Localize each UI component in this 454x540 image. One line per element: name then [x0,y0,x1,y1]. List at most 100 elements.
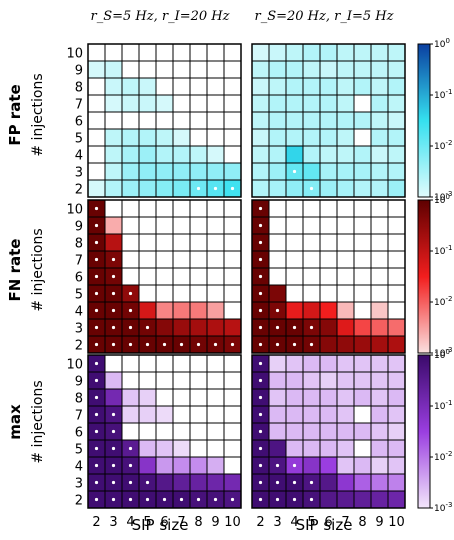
heatmap-cell [302,284,321,303]
heatmap-cell [319,405,338,424]
heatmap-cell [206,284,225,303]
x-axis-label-left: SIP size [132,516,189,534]
heatmap-cell [353,179,372,198]
flag-dot [94,257,99,262]
flag-dot [145,342,150,347]
y-tick-label: 6 [75,426,83,441]
heatmap-cell [172,179,191,198]
heatmap-cell [172,422,191,441]
heatmap-cell [285,371,304,390]
heatmap-cell [353,439,372,458]
heatmap-cell [285,145,304,164]
heatmap-cell [251,111,270,130]
heatmap-cell [223,405,242,424]
heatmap-cell [138,199,157,218]
heatmap-cell [138,128,157,147]
flag-dot [111,274,116,279]
flag-dot [145,325,150,330]
heatmap-cell [370,405,389,424]
heatmap-cell [138,456,157,475]
flag-dot [94,395,99,400]
heatmap-cell [353,405,372,424]
heatmap-cell [121,216,140,235]
heatmap-cell [319,60,338,79]
heatmap-cell [121,199,140,218]
flag-dot [145,497,150,502]
heatmap-cell [223,456,242,475]
heatmap-cell [223,301,242,320]
heatmap-cell [353,94,372,113]
heatmap-cell [155,250,174,269]
flag-dot [258,361,263,366]
heatmap-cell [387,354,406,373]
heatmap-cell [268,94,287,113]
heatmap-cell [206,60,225,79]
flag-dot [94,274,99,279]
colorbar-tick-label: 100 [434,193,450,206]
heatmap-cell [87,128,106,147]
heatmap-cell [319,250,338,269]
heatmap-cell [319,335,338,354]
heatmap-cell [353,456,372,475]
heatmap-cell [387,216,406,235]
heatmap-cell [285,77,304,96]
flag-dot [275,308,280,313]
flag-dot [179,342,184,347]
x-tick-label: 2 [92,515,100,530]
heatmap-cell [189,111,208,130]
heatmap-cell [172,199,191,218]
heatmap-cell [302,405,321,424]
flag-dot [94,412,99,417]
heatmap-cell [370,354,389,373]
heatmap-cell [155,388,174,407]
panel-frame [87,43,242,198]
x-tick-label: 3 [273,515,281,530]
colorbar-tick-label: 10-1 [434,399,452,412]
colorbar-fn [417,199,431,354]
heatmap-cell [121,128,140,147]
heatmap-cell [121,111,140,130]
heatmap-cell [155,145,174,164]
colorbar-tick-label: 100 [434,37,450,50]
heatmap-cell [336,128,355,147]
heatmap-cell [104,199,123,218]
heatmap-cell [251,60,270,79]
heatmap-cell [370,318,389,337]
y-tick-label: 3 [75,322,83,337]
heatmap-cell [268,422,287,441]
heatmap-cell [370,388,389,407]
heatmap-cell [172,77,191,96]
heatmap-cell [285,301,304,320]
panel-fp-rate-left [87,43,242,198]
heatmap-cell [336,388,355,407]
heatmap-cell [206,354,225,373]
flag-dot [258,308,263,313]
heatmap-cell [189,473,208,492]
heatmap-cell [370,284,389,303]
y-tick-label: 7 [75,254,83,269]
heatmap-cell [138,267,157,286]
heatmap-cell [285,422,304,441]
heatmap-cell [155,60,174,79]
flag-dot [94,497,99,502]
heatmap-cell [319,456,338,475]
flag-dot [94,429,99,434]
heatmap-cell [172,456,191,475]
flag-dot [258,412,263,417]
heatmap-cell [387,77,406,96]
flag-dot [94,206,99,211]
heatmap-cell [302,94,321,113]
heatmap-cell [104,77,123,96]
y-axis-label-fn: # injections [30,228,46,311]
heatmap-cell [336,422,355,441]
heatmap-cell [138,94,157,113]
heatmap-cell [155,439,174,458]
heatmap-cell [189,162,208,181]
heatmap-cell [206,388,225,407]
heatmap-cell [223,162,242,181]
heatmap-cell [189,128,208,147]
heatmap-cell [87,179,106,198]
heatmap-cell [206,162,225,181]
heatmap-cell [370,456,389,475]
